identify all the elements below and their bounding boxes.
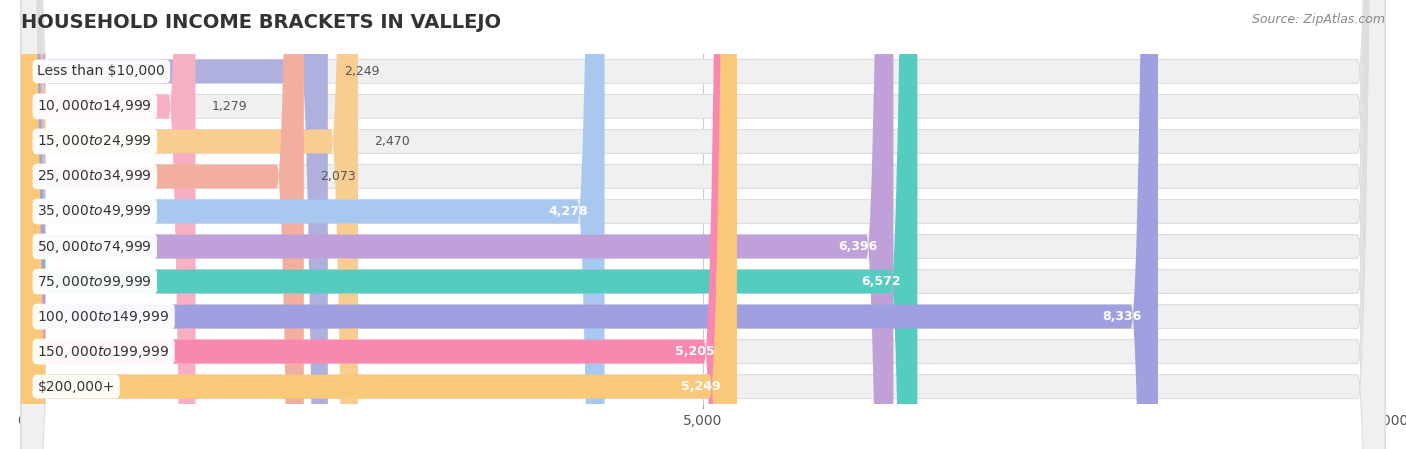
Text: 2,073: 2,073 (321, 170, 356, 183)
Text: 2,249: 2,249 (344, 65, 380, 78)
Text: $200,000+: $200,000+ (38, 379, 115, 394)
Text: 5,249: 5,249 (681, 380, 721, 393)
FancyBboxPatch shape (21, 0, 1385, 449)
FancyBboxPatch shape (21, 0, 1159, 449)
FancyBboxPatch shape (21, 0, 731, 449)
Text: $50,000 to $74,999: $50,000 to $74,999 (38, 238, 152, 255)
FancyBboxPatch shape (21, 0, 1385, 449)
FancyBboxPatch shape (21, 0, 1385, 449)
Text: 2,470: 2,470 (374, 135, 411, 148)
FancyBboxPatch shape (21, 0, 917, 449)
Text: 4,278: 4,278 (548, 205, 588, 218)
FancyBboxPatch shape (21, 0, 1385, 449)
FancyBboxPatch shape (21, 0, 1385, 449)
Text: $15,000 to $24,999: $15,000 to $24,999 (38, 133, 152, 150)
FancyBboxPatch shape (21, 0, 195, 449)
Text: $35,000 to $49,999: $35,000 to $49,999 (38, 203, 152, 220)
Text: HOUSEHOLD INCOME BRACKETS IN VALLEJO: HOUSEHOLD INCOME BRACKETS IN VALLEJO (21, 13, 501, 32)
Text: $10,000 to $14,999: $10,000 to $14,999 (38, 98, 152, 114)
Text: Source: ZipAtlas.com: Source: ZipAtlas.com (1251, 13, 1385, 26)
FancyBboxPatch shape (21, 0, 1385, 449)
Text: 1,279: 1,279 (212, 100, 247, 113)
Text: $75,000 to $99,999: $75,000 to $99,999 (38, 273, 152, 290)
Text: $150,000 to $199,999: $150,000 to $199,999 (38, 343, 170, 360)
FancyBboxPatch shape (21, 0, 605, 449)
Text: 6,396: 6,396 (838, 240, 877, 253)
FancyBboxPatch shape (21, 0, 1385, 449)
FancyBboxPatch shape (21, 0, 1385, 449)
Text: $100,000 to $149,999: $100,000 to $149,999 (38, 308, 170, 325)
Text: 6,572: 6,572 (862, 275, 901, 288)
Text: 5,205: 5,205 (675, 345, 714, 358)
Text: Less than $10,000: Less than $10,000 (38, 64, 166, 79)
Text: $25,000 to $34,999: $25,000 to $34,999 (38, 168, 152, 185)
FancyBboxPatch shape (21, 0, 1385, 449)
FancyBboxPatch shape (21, 0, 359, 449)
FancyBboxPatch shape (21, 0, 893, 449)
Text: 8,336: 8,336 (1102, 310, 1142, 323)
FancyBboxPatch shape (21, 0, 1385, 449)
FancyBboxPatch shape (21, 0, 304, 449)
FancyBboxPatch shape (21, 0, 328, 449)
FancyBboxPatch shape (21, 0, 737, 449)
